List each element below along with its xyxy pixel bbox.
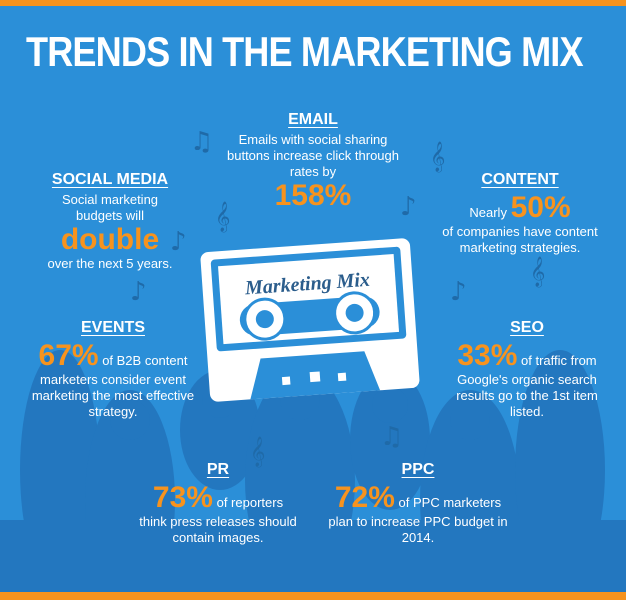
stat: 158% [274, 179, 352, 212]
text: Nearly [469, 205, 507, 220]
content-section: CONTENT Nearly 50% of companies have con… [440, 172, 600, 256]
text: of PPC marketers plan to increase PPC bu… [328, 495, 508, 545]
music-notes: ♫ 𝄞 𝄞 ♪ ♪ ♪ 𝄞 𝄞 ♫ ♪ [130, 127, 545, 468]
svg-text:♪: ♪ [450, 277, 467, 307]
svg-text:𝄞: 𝄞 [215, 201, 230, 233]
svg-text:♪: ♪ [130, 277, 147, 307]
heading: EMAIL [288, 111, 338, 128]
svg-text:𝄞: 𝄞 [250, 436, 265, 468]
cassette: Marketing Mix [200, 238, 420, 402]
top-bar [0, 0, 626, 6]
pr-section: PR 73% of reporters think press releases… [138, 462, 298, 546]
text: of B2B content marketers consider event … [31, 353, 195, 419]
heading: SEO [510, 319, 544, 336]
text: Social marketing budgets will [61, 192, 159, 223]
svg-text:♪: ♪ [170, 227, 187, 257]
crowd [0, 350, 626, 600]
svg-text:♫: ♫ [380, 422, 403, 452]
svg-text:♪: ♪ [400, 192, 417, 222]
bottom-bar [0, 592, 626, 600]
stat: 50% [510, 191, 571, 224]
stat: 67% [38, 339, 99, 372]
svg-text:♫: ♫ [190, 127, 213, 157]
svg-text:𝄞: 𝄞 [530, 256, 545, 288]
heading: PR [206, 461, 230, 478]
email-section: EMAIL Emails with social sharing buttons… [218, 112, 408, 212]
heading: CONTENT [481, 171, 559, 188]
text: of traffic from Google's organic search … [456, 353, 598, 419]
stat: 72% [334, 481, 395, 514]
svg-text:𝄞: 𝄞 [430, 141, 445, 173]
text: of reporters think press releases should… [139, 495, 297, 545]
title: TRENDS IN THE MARKETING MIX [26, 28, 584, 75]
text: Emails with social sharing buttons incre… [227, 132, 399, 179]
ppc-section: PPC 72% of PPC marketers plan to increas… [328, 462, 508, 546]
social-media-section: SOCIAL MEDIA Social marketing budgets wi… [30, 172, 190, 272]
stat: 73% [152, 481, 213, 514]
stat: double [60, 223, 160, 256]
stat: 33% [457, 339, 518, 372]
heading: SOCIAL MEDIA [51, 171, 169, 188]
events-section: EVENTS 67% of B2B content marketers cons… [28, 320, 198, 420]
text: over the next 5 years. [47, 256, 173, 271]
text: of companies have content marketing stra… [442, 224, 598, 255]
heading: PPC [401, 461, 435, 478]
seo-section: SEO 33% of traffic from Google's organic… [452, 320, 602, 420]
heading: EVENTS [80, 319, 145, 336]
